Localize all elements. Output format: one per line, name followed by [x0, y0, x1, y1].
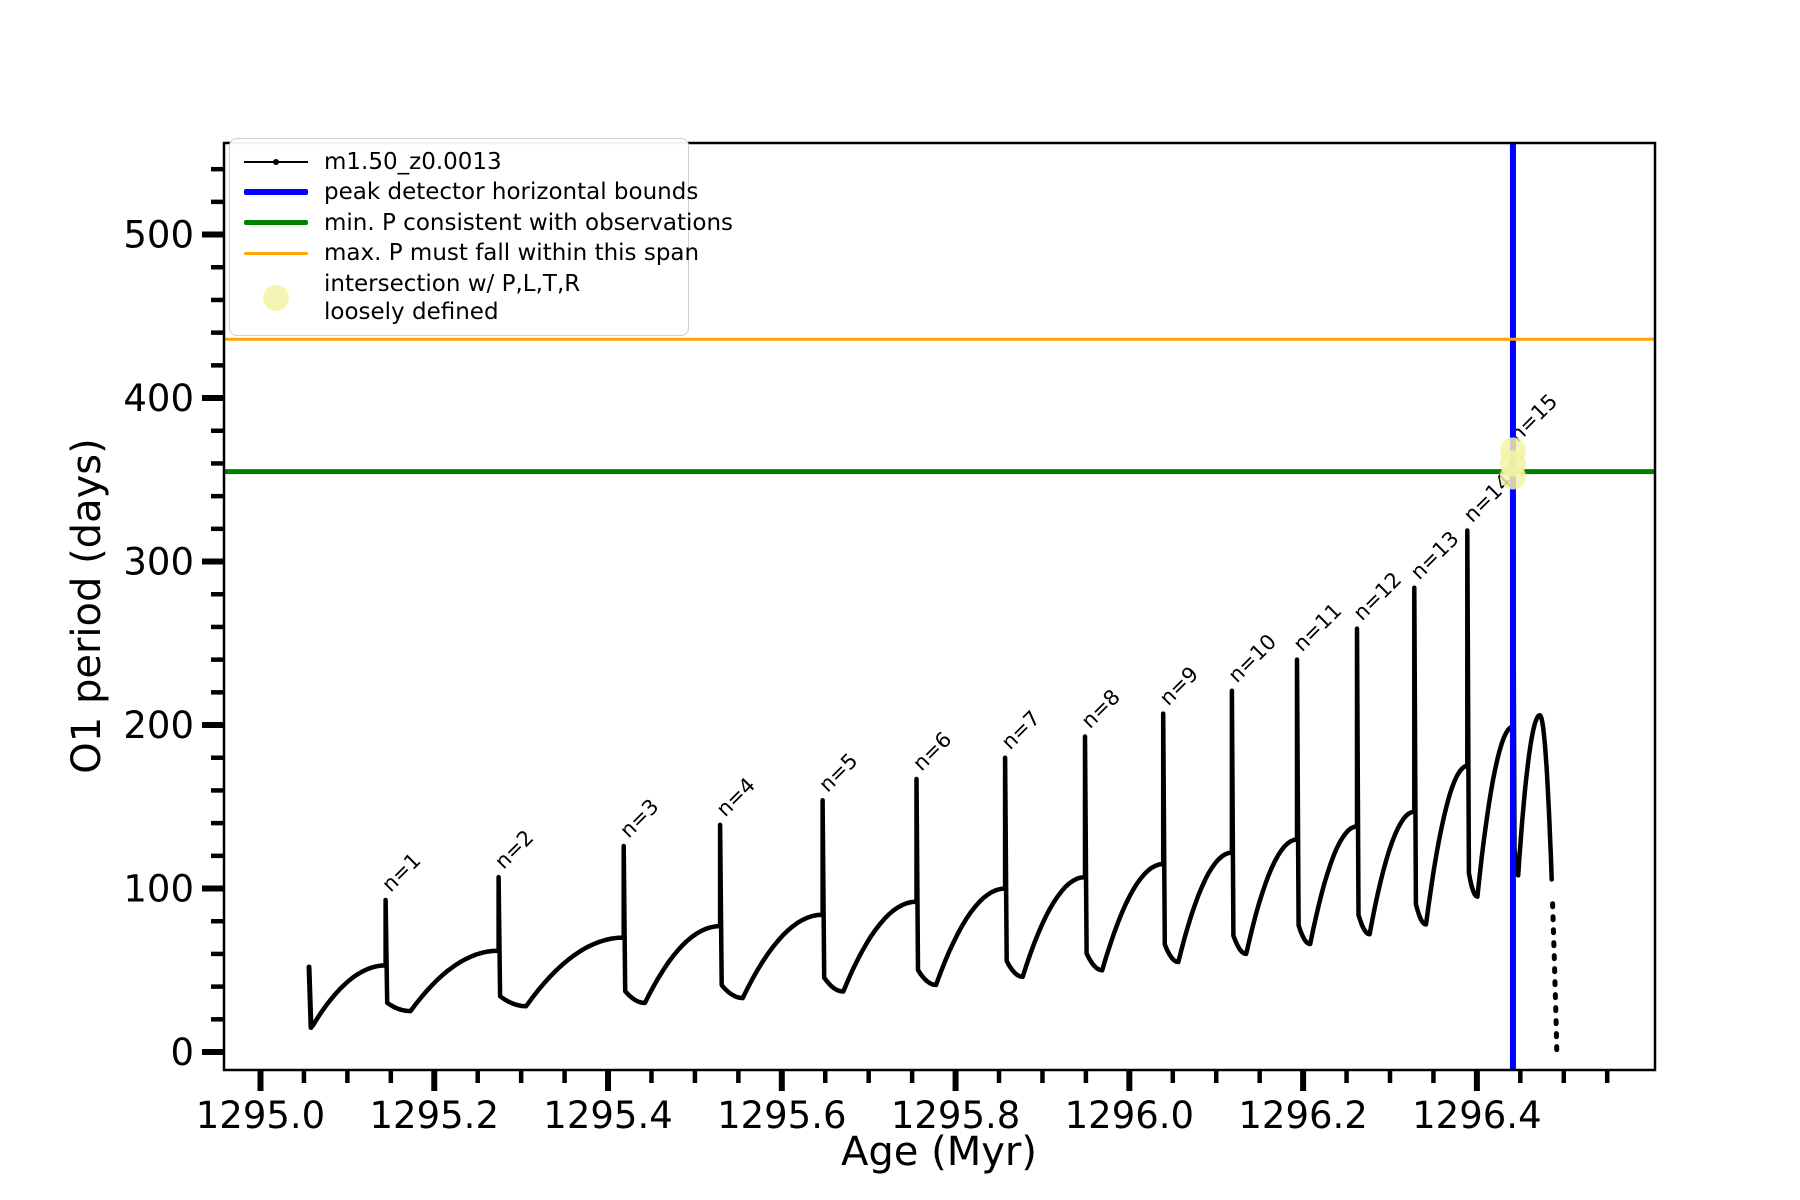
- x-tick-label: 1296.4: [1412, 1094, 1541, 1137]
- plot-frame: [222, 141, 1657, 1072]
- y-tick-label: 0: [170, 1031, 194, 1074]
- x-tick-label: 1295.2: [370, 1094, 499, 1137]
- x-tick-label: 1295.8: [891, 1094, 1020, 1137]
- axis-ticks: [202, 166, 1610, 1091]
- peak-labels: n=1 n=2 n=3 n=4 n=5 n=6 n=7 n=8 n=9 n=10n=11n=12n…: [377, 389, 1562, 896]
- peak-label: n=4: [712, 773, 760, 821]
- legend-label: peak detector horizontal bounds: [324, 179, 699, 206]
- legend-line-dot-sample: [244, 149, 308, 175]
- legend-orange-line-sample: [244, 240, 308, 266]
- intersection-marker: [1499, 437, 1526, 464]
- y-tick-label: 400: [123, 377, 194, 420]
- peak-label: n=6: [908, 727, 956, 775]
- y-tick-label: 300: [123, 541, 194, 584]
- legend-label: min. P consistent with observations: [324, 209, 734, 236]
- annotation-lines: [224, 143, 1655, 1070]
- series-line-dotted-end: [1550, 901, 1560, 1053]
- y-axis-label: O1 period (days): [64, 438, 110, 773]
- legend-entry-peak-bounds: peak detector horizontal bounds: [244, 178, 698, 206]
- axis-tick-labels: 1295.0 1295.2 1295.4 1295.6 1295.8 1296.0 1296…: [123, 214, 1541, 1137]
- peak-label: n=8: [1077, 685, 1125, 733]
- legend-label: intersection w/ P,L,T,R loosely defined: [324, 270, 581, 325]
- x-tick-label: 1295.4: [543, 1094, 672, 1137]
- peak-label: n=9: [1155, 662, 1203, 710]
- series-line: [310, 448, 1554, 1029]
- data-curve: [306, 448, 1560, 1053]
- legend-yellow-marker-icon: [244, 284, 308, 311]
- peak-label: n=5: [814, 748, 862, 796]
- legend-entry-min-p: min. P consistent with observations: [244, 209, 733, 237]
- y-tick-label: 100: [123, 868, 194, 911]
- legend-entry-max-p: max. P must fall within this span: [244, 239, 699, 267]
- legend-entry-intersection: intersection w/ P,L,T,R loosely defined: [244, 270, 674, 326]
- x-tick-label: 1296.2: [1238, 1094, 1367, 1137]
- legend-label: max. P must fall within this span: [324, 240, 700, 267]
- legend-blue-line-sample: [244, 179, 308, 205]
- peak-label: n=12: [1349, 567, 1407, 625]
- peak-label: n=7: [997, 706, 1045, 754]
- legend: m1.50_z0.0013 peak detector horizontal b…: [229, 138, 733, 336]
- initial-cluster: [306, 964, 314, 1030]
- peak-label: n=10: [1223, 630, 1281, 688]
- x-axis-label: Age (Myr): [841, 1129, 1037, 1175]
- x-tick-label: 1295.6: [717, 1094, 846, 1137]
- legend-label: m1.50_z0.0013: [324, 149, 502, 175]
- peak-label: n=1: [377, 848, 425, 896]
- x-tick-label: 1295.0: [196, 1094, 325, 1137]
- peak-label: n=11: [1289, 598, 1347, 656]
- legend-entry-series: m1.50_z0.0013: [244, 148, 674, 176]
- x-tick-label: 1296.0: [1065, 1094, 1194, 1137]
- legend-green-line-sample: [244, 210, 308, 236]
- y-tick-label: 200: [123, 704, 194, 747]
- peak-label: n=3: [615, 794, 663, 842]
- y-tick-label: 500: [123, 214, 194, 257]
- peak-label: n=2: [490, 825, 538, 873]
- peak-label: n=13: [1406, 527, 1464, 585]
